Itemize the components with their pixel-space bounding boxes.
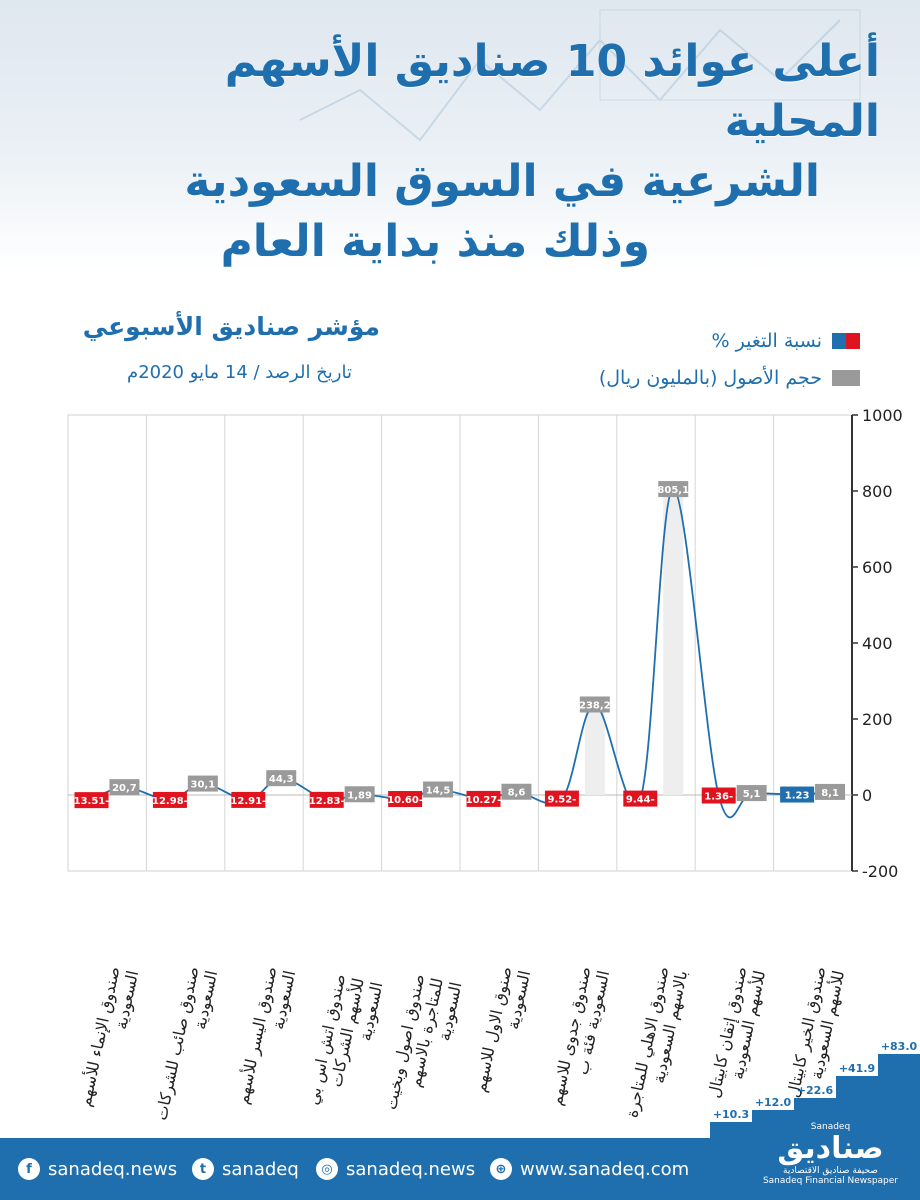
asset-data-box [344, 786, 375, 803]
twitter-icon: t [192, 1158, 214, 1180]
growth-step [878, 1054, 920, 1138]
title-line-1: أعلى عوائد 10 صناديق الأسهم المحلية [224, 36, 880, 147]
growth-step-label: +12.0 [755, 1096, 792, 1109]
brand-arabic: صناديق [777, 1131, 884, 1166]
instagram-link[interactable]: ◎ sanadeq.news [316, 1158, 475, 1180]
asset-data-label: 238,2 [579, 700, 611, 711]
y-tick-label: 1000 [862, 406, 903, 425]
facebook-link[interactable]: f sanadeq.news [18, 1158, 177, 1180]
asset-column-shadow [584, 704, 605, 795]
asset-data-box [187, 775, 218, 792]
change-data-label: 12.98- [152, 796, 188, 807]
asset-data-box [658, 481, 689, 498]
globe-icon: ⊕ [490, 1158, 512, 1180]
chart-date: تاريخ الرصد / 14 مايو 2020م [127, 362, 352, 383]
asset-data-box [109, 779, 140, 796]
asset-data-box [266, 770, 297, 787]
website-link[interactable]: ⊕ www.sanadeq.com [490, 1158, 689, 1180]
change-data-box [74, 792, 109, 809]
asset-data-label: 30,1 [191, 780, 216, 791]
change-data-label: 9.44- [626, 795, 655, 806]
asset-data-box [815, 783, 846, 800]
y-tick-label: 400 [862, 634, 893, 653]
y-tick-label: 800 [862, 482, 893, 501]
change-data-box [780, 786, 815, 803]
change-data-box [623, 790, 658, 807]
legend-change: نسبة التغير % [712, 330, 860, 352]
brand-tagline-ar: صحيفة صناديق الاقتصادية [783, 1166, 878, 1176]
twitter-link[interactable]: t sanadeq [192, 1158, 299, 1180]
asset-data-label: 1,89 [347, 790, 372, 801]
website-url: www.sanadeq.com [520, 1158, 690, 1180]
asset-column-shadow [663, 489, 684, 795]
change-data-box [701, 787, 736, 804]
change-data-label: 10.27- [466, 795, 502, 806]
asset-data-label: 8,6 [508, 788, 526, 799]
asset-data-label: 20,7 [112, 783, 137, 794]
asset-data-label: 8,1 [821, 788, 839, 799]
asset-data-label: 5,1 [743, 789, 761, 800]
footer-bar [0, 1138, 920, 1200]
twitter-handle: sanadeq [222, 1158, 299, 1180]
change-data-box [544, 790, 579, 807]
header-background [0, 0, 920, 270]
growth-step-label: +10.3 [713, 1108, 749, 1121]
change-data-box [231, 791, 266, 808]
brand-tagline-en: Sanadeq Financial Newspaper [762, 1176, 898, 1186]
change-data-label: 9.52- [548, 795, 577, 806]
y-tick-label: 0 [862, 786, 872, 805]
change-data-label: 12.83- [309, 796, 345, 807]
asset-data-box [736, 785, 767, 802]
instagram-handle: sanadeq.news [346, 1158, 476, 1180]
brand-logo: Sanadeq صناديق صحيفة صناديق الاقتصادية S… [763, 1122, 898, 1186]
y-tick-label: 600 [862, 558, 893, 577]
chart-title: مؤشر صناديق الأسبوعي [82, 312, 380, 341]
growth-step-label: +41.9 [839, 1062, 875, 1075]
change-data-label: 1.36- [704, 792, 733, 803]
change-data-label: 1.23 [785, 791, 810, 802]
facebook-handle: sanadeq.news [48, 1158, 178, 1180]
legend-change-swatch [832, 333, 860, 349]
title-line-2: الشرعية في السوق السعودية [184, 156, 820, 207]
facebook-icon: f [18, 1158, 40, 1180]
growth-step-label: +83.0 [881, 1040, 918, 1053]
change-data-box [309, 791, 344, 808]
instagram-icon: ◎ [316, 1158, 338, 1180]
title-line-3: وذلك منذ بداية العام [220, 216, 650, 267]
header-decoration [299, 9, 861, 142]
legend-assets: حجم الأصول (بالمليون ريال) [599, 367, 860, 389]
y-tick-label: 200 [862, 710, 893, 729]
change-data-label: 13.51- [74, 796, 110, 807]
asset-data-label: 44,3 [269, 774, 294, 785]
change-data-box [466, 790, 501, 807]
legend-change-label: نسبة التغير % [711, 330, 822, 352]
growth-step-label: +22.6 [797, 1084, 834, 1097]
legend-assets-swatch [832, 370, 860, 386]
asset-data-label: 805,1 [657, 485, 689, 496]
change-data-box [152, 791, 187, 808]
change-data-label: 10.60- [387, 795, 423, 806]
asset-data-label: 14,5 [426, 785, 451, 796]
y-tick-label: -200 [862, 862, 898, 881]
page-title: أعلى عوائد 10 صناديق الأسهم المحلية الشر… [60, 32, 880, 272]
brand-latin: Sanadeq [810, 1122, 851, 1132]
change-data-label: 12.91- [230, 796, 266, 807]
asset-data-box [423, 781, 454, 798]
asset-data-box [501, 783, 532, 800]
legend-assets-label: حجم الأصول (بالمليون ريال) [598, 367, 822, 389]
change-data-box [388, 791, 423, 808]
asset-data-box [579, 696, 610, 713]
